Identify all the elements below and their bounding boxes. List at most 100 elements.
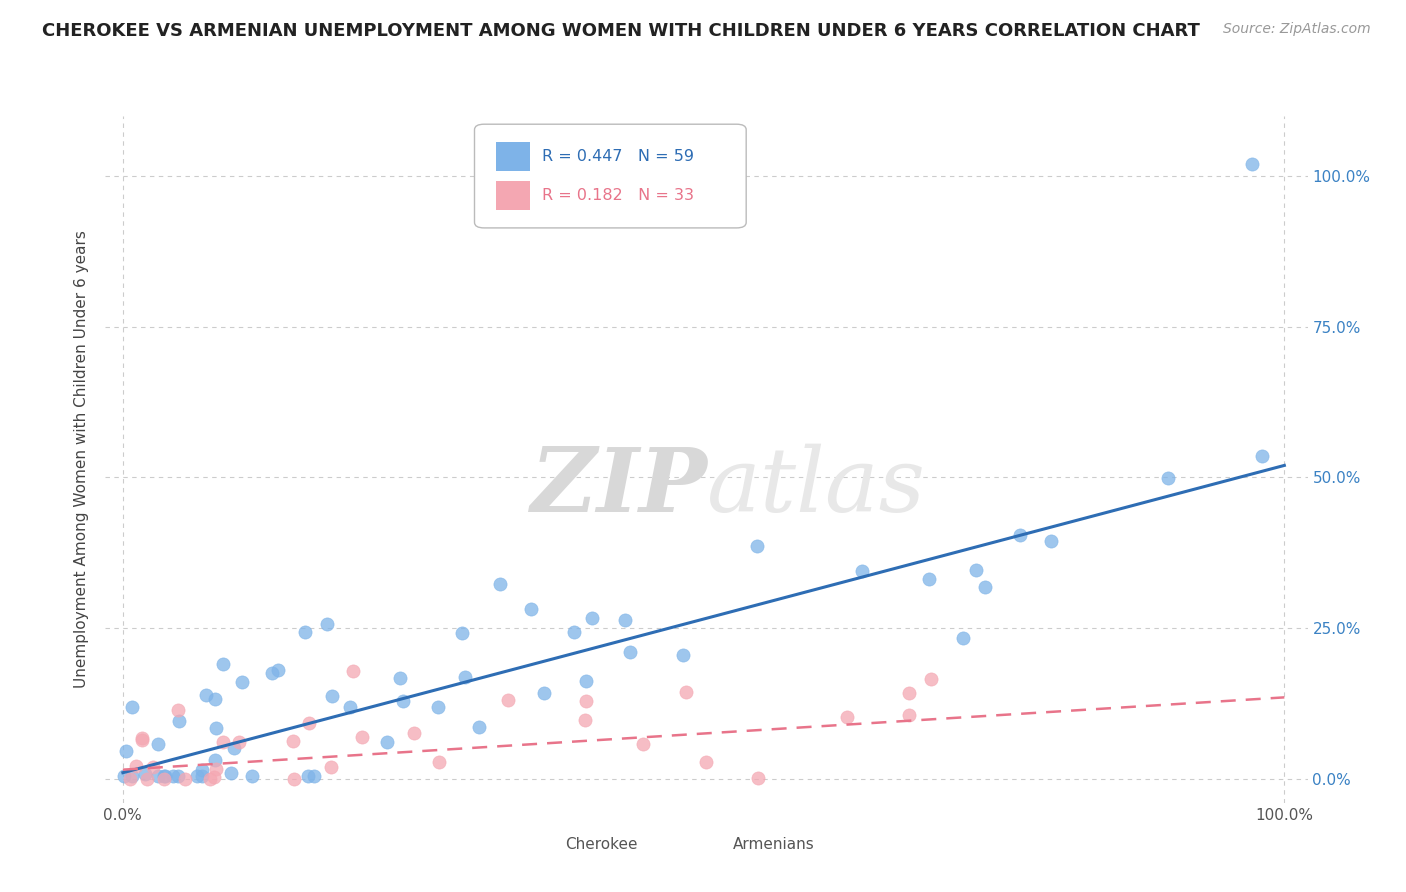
Point xyxy=(918,572,941,586)
Point xyxy=(231,675,253,690)
Point xyxy=(146,737,169,751)
Point xyxy=(496,693,519,707)
Point xyxy=(118,772,141,786)
Bar xyxy=(496,181,530,210)
Point xyxy=(1008,528,1031,542)
Point xyxy=(321,689,343,703)
Point xyxy=(302,769,325,783)
Point xyxy=(146,769,169,783)
Point xyxy=(212,735,235,749)
Point xyxy=(695,755,717,769)
Point xyxy=(266,663,288,677)
Point xyxy=(186,769,208,783)
Text: Armenians: Armenians xyxy=(733,837,814,852)
Point xyxy=(166,703,188,717)
Point xyxy=(488,577,510,591)
Point xyxy=(974,580,997,594)
Text: atlas: atlas xyxy=(707,443,925,530)
Point xyxy=(575,694,598,708)
Point xyxy=(851,564,873,578)
Point xyxy=(920,672,942,686)
Point xyxy=(212,657,235,672)
Point xyxy=(191,769,214,783)
Point xyxy=(468,720,491,734)
Point xyxy=(581,610,603,624)
Text: Source: ZipAtlas.com: Source: ZipAtlas.com xyxy=(1223,22,1371,37)
Point xyxy=(281,734,304,748)
Point xyxy=(426,700,449,714)
Point xyxy=(562,624,585,639)
Point xyxy=(375,735,398,749)
Point xyxy=(402,726,425,740)
Point xyxy=(350,731,373,745)
Point xyxy=(152,772,174,786)
Point xyxy=(389,671,412,685)
Point xyxy=(155,769,177,783)
Point xyxy=(451,626,474,640)
Point xyxy=(619,645,641,659)
Text: Cherokee: Cherokee xyxy=(565,837,637,852)
Bar xyxy=(496,142,530,171)
Bar xyxy=(700,834,727,855)
Point xyxy=(219,765,242,780)
Point xyxy=(671,648,693,662)
Point xyxy=(222,740,245,755)
Point xyxy=(283,772,305,786)
Point xyxy=(1250,449,1272,463)
Point xyxy=(319,760,342,774)
Point xyxy=(121,769,143,783)
Text: ZIP: ZIP xyxy=(530,443,707,530)
Point xyxy=(631,737,654,751)
Point xyxy=(294,624,316,639)
Point xyxy=(574,714,596,728)
Point xyxy=(342,664,364,678)
Point xyxy=(675,684,697,698)
Point xyxy=(228,735,250,749)
Point xyxy=(162,769,184,783)
FancyBboxPatch shape xyxy=(474,124,747,228)
Point xyxy=(167,769,190,783)
Point xyxy=(837,710,859,724)
Point xyxy=(1039,534,1062,549)
Point xyxy=(520,602,543,616)
Point xyxy=(121,699,143,714)
Point xyxy=(204,753,226,767)
Point xyxy=(202,770,225,784)
Point xyxy=(454,670,477,684)
Point xyxy=(198,772,221,786)
Point xyxy=(153,769,176,783)
Point xyxy=(747,771,769,785)
Point xyxy=(392,694,415,708)
Point xyxy=(339,700,361,714)
Point xyxy=(112,769,135,783)
Point xyxy=(262,665,284,680)
Point xyxy=(897,708,920,723)
Point xyxy=(747,540,769,554)
Text: R = 0.182   N = 33: R = 0.182 N = 33 xyxy=(541,188,693,203)
Point xyxy=(131,731,153,745)
Point xyxy=(136,772,159,786)
Point xyxy=(142,760,165,774)
Point xyxy=(125,759,148,773)
Point xyxy=(533,686,555,700)
Point xyxy=(427,755,450,769)
Point xyxy=(174,772,197,786)
Text: R = 0.447   N = 59: R = 0.447 N = 59 xyxy=(541,149,693,164)
Point xyxy=(131,732,153,747)
Point xyxy=(191,764,214,778)
Point xyxy=(205,721,228,735)
Point xyxy=(204,692,226,706)
Point xyxy=(240,769,263,783)
Point xyxy=(575,674,598,689)
Point xyxy=(298,716,321,731)
Point xyxy=(134,767,156,781)
Point xyxy=(167,714,190,728)
Point xyxy=(965,564,987,578)
Point xyxy=(614,613,637,627)
Point xyxy=(115,744,138,758)
Point xyxy=(1156,471,1178,485)
Point xyxy=(897,686,920,700)
Bar xyxy=(533,834,558,855)
Y-axis label: Unemployment Among Women with Children Under 6 years: Unemployment Among Women with Children U… xyxy=(75,230,90,689)
Point xyxy=(297,769,319,783)
